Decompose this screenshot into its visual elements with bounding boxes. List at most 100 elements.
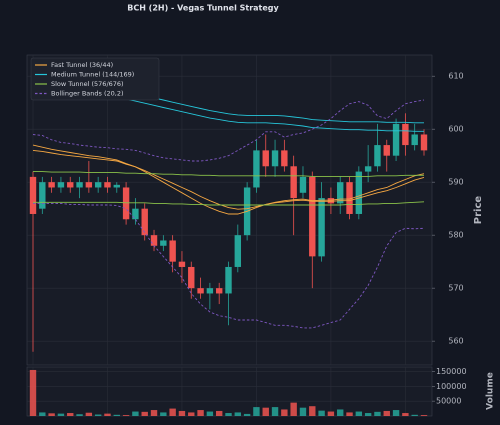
overlay-line [33,171,424,177]
candle-body [355,171,363,214]
candle-body [411,134,418,146]
volume-bar [281,409,288,416]
price-panel [26,54,433,366]
candle-body [122,187,130,220]
volume-bar [113,414,120,416]
volume-bar [85,412,93,416]
volume-bar [355,411,363,416]
candle-body [76,182,83,188]
candle-body [383,145,390,156]
volume-bar [206,411,214,416]
candle-body [29,176,37,214]
candle-body [188,266,195,289]
candle-body [318,198,325,257]
volume-bar [76,414,83,416]
volume-bar [188,412,195,416]
candle-body [290,166,297,199]
volume-bar [122,415,130,416]
volume-bar [374,411,381,416]
candle-body [215,288,223,294]
volume-bar [48,413,55,416]
volume-bar [197,410,204,416]
volume-bar [383,410,390,416]
volume-bar [402,413,409,416]
volume-bar [346,412,353,416]
candle-body [48,182,55,188]
volume-bar [290,402,297,416]
candle-body [67,182,74,188]
volume-bar [299,407,307,416]
overlay-line [32,149,425,210]
volume-bar [234,412,242,416]
volume-panel [26,366,433,417]
candle-body [327,198,335,204]
candle-body [57,182,65,188]
candle-body [337,182,344,204]
candle-body [402,123,409,146]
legend-label: Bollinger Bands (20,2) [51,90,124,98]
volume-tick-label: 150000 [436,367,467,376]
candle-body [299,176,307,193]
candle-body [225,266,232,294]
volume-bar [271,407,279,416]
volume-bar [337,409,344,416]
candle-body [141,208,148,236]
candle-body [271,150,279,167]
candle-body [178,261,186,267]
candle-body [197,288,204,294]
candle-body [234,235,242,267]
chart-title: BCH (2H) - Vegas Tunnel Strategy [127,4,279,13]
legend-label: Slow Tunnel (576/676) [51,80,124,88]
candle-body [85,182,93,188]
y-tick-label: 560 [448,337,463,346]
volume-bar [309,406,316,416]
y-axis-label: Price [473,196,484,225]
candle-body [169,240,176,262]
candle-body [113,184,120,188]
volume-axis-label: Volume [486,372,496,410]
candle-body [150,235,158,246]
candle-body [94,182,102,188]
candle-body [132,208,139,220]
volume-bar [39,412,46,416]
volume-bar [262,407,269,416]
volume-bar [392,410,400,416]
volume-bar [178,410,186,416]
overlay-line [33,202,425,329]
candle-body [39,182,46,209]
volume-bar [94,414,102,416]
candle-body [392,123,400,156]
candle-body [374,145,381,167]
volume-bar [327,411,335,416]
overlay-line [32,99,425,162]
y-tick-label: 570 [448,284,463,293]
volume-bar [253,407,260,416]
candle-body [206,288,214,294]
volume-bar [104,413,111,416]
volume-bar [169,408,176,416]
candle-body [253,150,260,188]
candle-body [262,150,269,167]
candle-body [309,176,316,257]
volume-bar [150,410,158,416]
y-tick-label: 610 [448,72,463,81]
volume-bar [132,411,139,416]
volume-tick-label: 50000 [436,397,461,406]
volume-bar [364,413,372,416]
volume-bar [225,413,232,416]
legend-label: Fast Tunnel (36/44) [51,61,113,69]
volume-bar [420,415,428,416]
volume-bar [29,369,37,416]
legend-box [30,57,160,101]
y-tick-label: 600 [448,125,463,134]
volume-bar [243,413,251,416]
candle-body [420,134,428,151]
volume-tick-label: 100000 [436,382,467,391]
volume-bar [57,413,65,416]
y-tick-label: 580 [448,231,463,240]
volume-bar [160,412,167,416]
volume-bar [318,410,325,416]
volume-bar [411,414,418,416]
volume-bar [215,410,223,416]
